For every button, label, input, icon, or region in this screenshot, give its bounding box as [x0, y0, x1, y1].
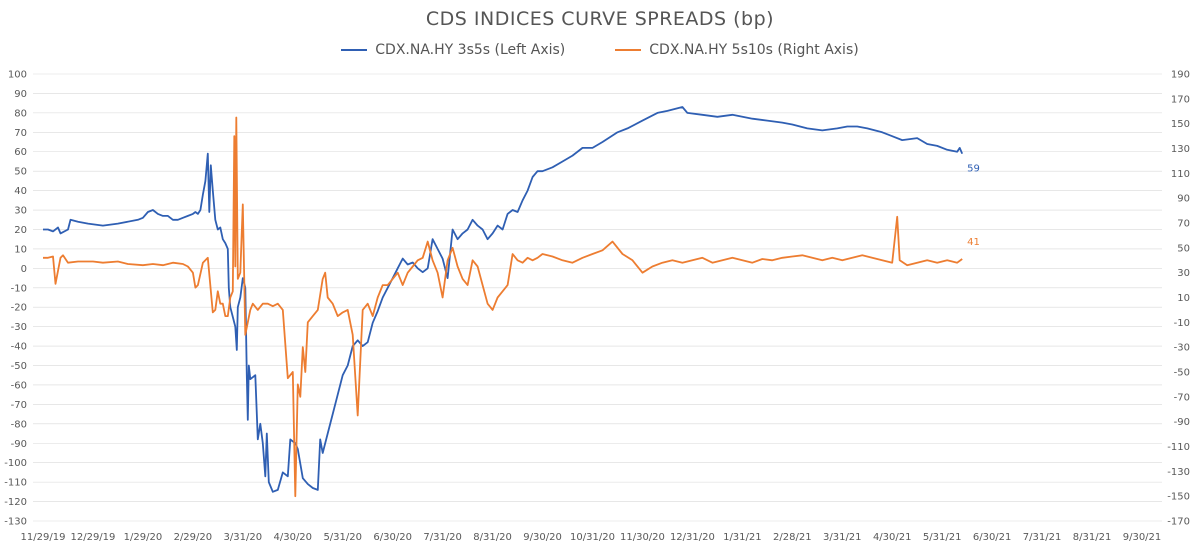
x-axis-tick-label: 12/31/20: [670, 532, 715, 543]
right-axis-tick-label: 10: [1177, 293, 1190, 304]
x-axis-tick-label: 5/31/20: [323, 532, 362, 543]
left-axis-tick-label: 0: [21, 264, 27, 275]
right-axis-tick-label: 130: [1171, 144, 1190, 155]
right-axis-tick-label: -170: [1167, 517, 1190, 528]
x-axis-tick-label: 10/31/20: [570, 532, 615, 543]
x-axis-tick-label: 1/31/21: [723, 532, 762, 543]
right-axis-tick-label: 50: [1177, 243, 1190, 254]
legend-item-right: CDX.NA.HY 5s10s (Right Axis): [615, 42, 859, 58]
right-axis-tick-label: 170: [1171, 94, 1190, 105]
left-axis-tick-label: -50: [11, 361, 27, 372]
x-axis-tick-label: 11/30/20: [620, 532, 665, 543]
left-axis-tick-label: -80: [11, 419, 27, 430]
right-axis-tick-label: 150: [1171, 119, 1190, 130]
left-axis-tick-label: -120: [4, 497, 27, 508]
legend-swatch-left: [341, 49, 368, 51]
left-axis-tick-label: -100: [4, 458, 27, 469]
x-axis-tick-label: 9/30/20: [523, 532, 562, 543]
left-axis-tick-label: -10: [11, 283, 27, 294]
right-axis-tick-label: -10: [1174, 318, 1190, 329]
left-axis-tick-label: 50: [14, 167, 27, 178]
x-axis-tick-label: 4/30/20: [273, 532, 312, 543]
legend-item-left: CDX.NA.HY 3s5s (Left Axis): [341, 42, 565, 58]
left-axis-tick-label: 80: [14, 108, 27, 119]
x-axis-tick-label: 7/31/20: [423, 532, 462, 543]
left-axis-tick-label: 70: [14, 128, 27, 139]
legend-swatch-right: [615, 49, 642, 51]
left-axis-tick-label: 30: [14, 206, 27, 217]
left-axis-tick-label: 60: [14, 147, 27, 158]
legend-label-left: CDX.NA.HY 3s5s (Left Axis): [375, 42, 566, 58]
left-axis-tick-label: 90: [14, 89, 27, 100]
right-axis-tick-label: -130: [1167, 467, 1190, 478]
left-axis-tick-label: -70: [11, 400, 27, 411]
x-axis-tick-label: 2/29/20: [174, 532, 213, 543]
x-axis-tick-label: 6/30/20: [373, 532, 412, 543]
x-axis-tick-label: 3/31/21: [823, 532, 862, 543]
left-axis-tick-label: 40: [14, 186, 27, 197]
legend-label-right: CDX.NA.HY 5s10s (Right Axis): [649, 42, 859, 58]
left-axis-tick-label: 10: [14, 244, 27, 255]
right-axis-tick-label: -50: [1174, 368, 1190, 379]
right-axis-tick-label: 70: [1177, 219, 1190, 230]
right-axis-tick-label: 30: [1177, 268, 1190, 279]
x-axis-tick-label: 2/28/21: [773, 532, 812, 543]
series-line-right: [43, 116, 963, 498]
x-axis-tick-label: 8/31/21: [1073, 532, 1112, 543]
left-axis-tick-label: 20: [14, 225, 27, 236]
left-axis-tick-label: -60: [11, 380, 27, 391]
legend: CDX.NA.HY 3s5s (Left Axis) CDX.NA.HY 5s1…: [0, 42, 1200, 58]
x-axis-tick-label: 4/30/21: [873, 532, 912, 543]
x-axis-tick-label: 12/29/19: [70, 532, 115, 543]
right-axis-tick-label: -30: [1174, 343, 1190, 354]
right-axis-tick-label: 90: [1177, 194, 1190, 205]
right-axis-tick-label: -70: [1174, 392, 1190, 403]
x-axis-tick-label: 6/30/21: [973, 532, 1012, 543]
chart-title: CDS INDICES CURVE SPREADS (bp): [425, 8, 775, 30]
x-axis-tick-label: 8/31/20: [473, 532, 512, 543]
series-line-left: [43, 106, 964, 493]
series-last-value-label-right: 41: [967, 237, 980, 248]
x-axis-tick-label: 3/31/20: [224, 532, 263, 543]
x-axis-tick-label: 7/31/21: [1023, 532, 1062, 543]
right-axis-tick-label: -90: [1174, 417, 1190, 428]
left-axis-tick-label: -40: [11, 342, 27, 353]
x-axis-tick-label: 9/30/21: [1123, 532, 1162, 543]
left-axis-tick-label: -30: [11, 322, 27, 333]
right-axis-tick-label: 110: [1171, 169, 1190, 180]
x-axis-tick-label: 11/29/19: [21, 532, 66, 543]
series-last-value-label-left: 59: [967, 164, 980, 175]
right-axis-tick-label: -110: [1167, 442, 1190, 453]
left-axis-tick-label: -130: [4, 517, 27, 528]
left-axis-tick-label: 100: [8, 70, 27, 81]
left-axis-tick-label: -110: [4, 478, 27, 489]
x-axis-tick-label: 1/29/20: [124, 532, 163, 543]
left-axis-tick-label: -90: [11, 439, 27, 450]
left-axis-tick-label: -20: [11, 303, 27, 314]
x-axis-tick-label: 5/31/21: [923, 532, 962, 543]
right-axis-tick-label: -150: [1167, 492, 1190, 503]
right-axis-tick-label: 190: [1171, 70, 1190, 81]
